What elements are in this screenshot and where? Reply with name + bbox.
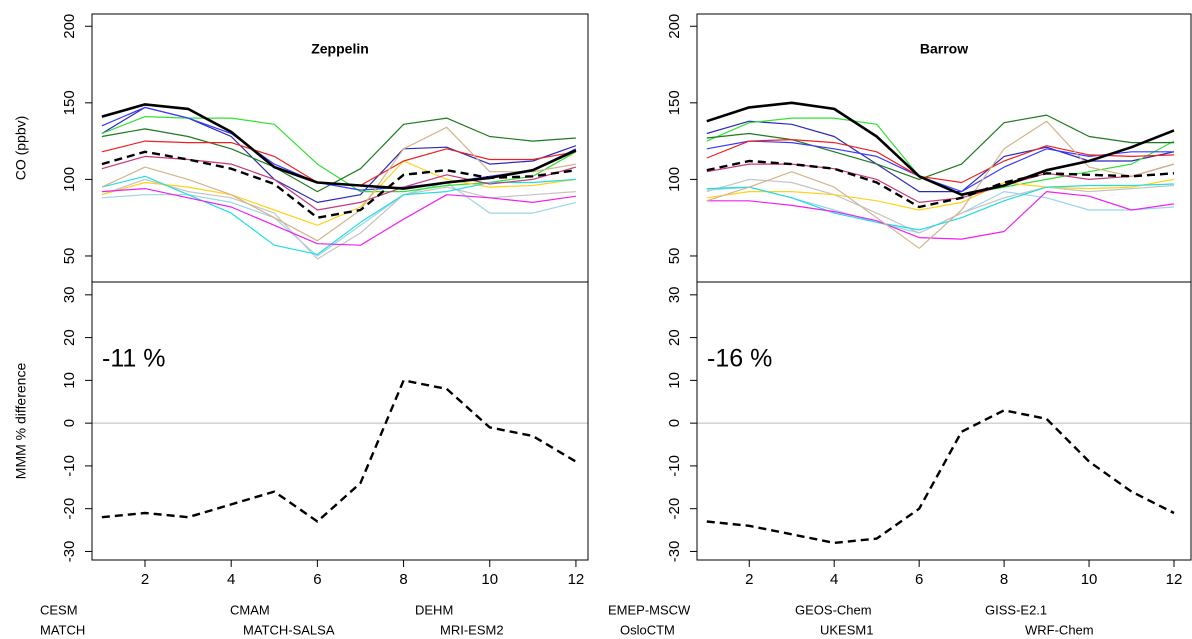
plot-frame	[696, 281, 1192, 561]
y-tick-label: 10	[666, 372, 683, 389]
series-line	[101, 126, 577, 242]
x-tick-label: 4	[830, 571, 838, 588]
legend-entry: DEHM	[415, 602, 453, 617]
series-line	[706, 120, 1175, 249]
series-line	[101, 103, 577, 190]
legend-entry: CESM	[40, 602, 78, 617]
series-line	[101, 175, 576, 255]
x-tick-label: 12	[1166, 571, 1183, 588]
x-tick-label: 4	[227, 571, 235, 588]
series-line	[101, 188, 576, 246]
annotation: -16 %	[707, 345, 772, 373]
x-tick-label: 10	[481, 571, 498, 588]
series-line	[101, 150, 577, 219]
legend-entry: CMAM	[230, 602, 270, 617]
y-tick-label: 0	[61, 419, 78, 427]
y-axis-label: CO (ppbv)	[13, 116, 29, 181]
legend-entry: MATCH-SALSA	[243, 622, 335, 637]
series-line	[706, 139, 1175, 184]
series-line	[706, 178, 1175, 234]
y-tick-label: 20	[666, 329, 683, 346]
series-line	[706, 409, 1175, 545]
series-line	[706, 101, 1175, 196]
y-tick-label: -30	[61, 541, 78, 563]
y-tick-label: 30	[61, 286, 78, 303]
y-axis-label: MMM % difference	[13, 363, 29, 480]
plot-frame	[91, 281, 589, 561]
legend-entry: MRI-ESM2	[440, 622, 504, 637]
x-tick-label: 10	[1081, 571, 1098, 588]
y-tick-label: -20	[61, 498, 78, 520]
series-line	[706, 159, 1175, 209]
y-tick-label: 150	[61, 90, 78, 115]
x-tick-label: 6	[915, 571, 923, 588]
x-tick-label: 6	[313, 571, 321, 588]
series-line	[706, 120, 1175, 193]
x-tick-label: 8	[1000, 571, 1008, 588]
x-tick-label: 2	[141, 571, 149, 588]
y-tick-label: 100	[666, 167, 683, 192]
series-line	[101, 181, 577, 257]
panel-title: Zeppelin	[311, 41, 369, 57]
legend-entry: GISS-E2.1	[985, 602, 1047, 617]
y-tick-label: 100	[61, 167, 78, 192]
x-tick-label: 8	[399, 571, 407, 588]
y-tick-label: 10	[61, 372, 78, 389]
series-line	[706, 183, 1175, 231]
y-tick-label: 150	[666, 90, 683, 115]
y-tick-label: 0	[666, 419, 683, 427]
series-line	[706, 114, 1174, 180]
legend-entry: EMEP-MSCW	[608, 602, 691, 617]
legend-entry: GEOS-Chem	[795, 602, 872, 617]
legend-entry: OsloCTM	[620, 622, 675, 637]
panel-title: Barrow	[920, 41, 968, 57]
series-line	[101, 379, 577, 523]
y-tick-label: 50	[666, 248, 683, 265]
y-tick-label: 30	[666, 286, 683, 303]
legend-entry: WRF-Chem	[1025, 622, 1094, 637]
series-line	[101, 178, 576, 260]
legend-entry: MATCH	[40, 622, 85, 637]
y-tick-label: 200	[61, 14, 78, 39]
y-tick-label: 20	[61, 329, 78, 346]
legend-entry: UKESM1	[820, 622, 873, 637]
series-line	[101, 160, 576, 226]
series-line	[101, 116, 577, 193]
series-line	[706, 140, 1174, 193]
annotation: -11 %	[102, 345, 165, 373]
y-tick-label: 200	[666, 14, 683, 39]
series-line	[706, 191, 1175, 240]
x-tick-label: 2	[745, 571, 753, 588]
series-line	[101, 106, 577, 191]
y-tick-label: -10	[61, 455, 78, 477]
y-tick-label: 50	[61, 248, 78, 265]
series-line	[101, 117, 576, 193]
y-tick-label: -10	[666, 455, 683, 477]
y-tick-label: -20	[666, 498, 683, 520]
x-tick-label: 12	[568, 571, 585, 588]
y-tick-label: -30	[666, 541, 683, 563]
series-line	[706, 178, 1175, 211]
